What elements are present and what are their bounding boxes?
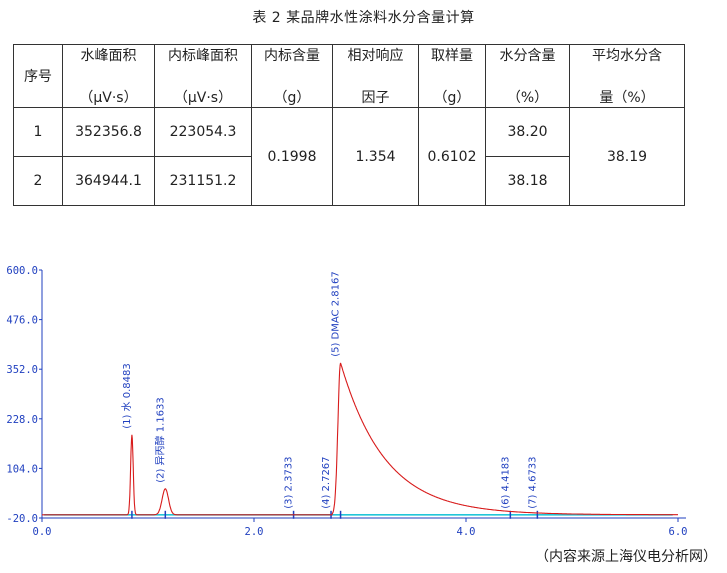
chromatogram-trace	[42, 362, 678, 516]
peak-label: (5) DMAC 2.8167	[331, 271, 342, 357]
chromatogram: 600.0 476.0 352.0 228.0 104.0 -20.0 0.0 2.0 4.0…	[6, 265, 688, 538]
y-tick-label: 228.0	[6, 414, 38, 426]
table-row: 2 364944.1 231151.2 38.18	[13, 156, 685, 206]
cell-water-pct: 38.18	[485, 156, 570, 206]
y-tick-label: -20.0	[6, 513, 38, 525]
x-tick-label: 4.0	[457, 526, 476, 538]
cell-water-area: 352356.8	[62, 107, 155, 157]
cell-no: 1	[13, 107, 63, 157]
header-water-area: 水峰面积 （μV·s）	[62, 44, 155, 108]
table-row: 1 352356.8 223054.3 0.1998 1.354 0.6102 …	[13, 107, 685, 206]
peak-label: (2) 异丙醇 1.1633	[153, 397, 166, 483]
peak-label: (7) 4.6733	[527, 456, 538, 508]
header-avg: 平均水分含 量（%）	[569, 44, 685, 108]
header-is-content: 内标含量 （g）	[251, 44, 333, 108]
cell-no: 2	[13, 156, 63, 206]
peak-label: (3) 2.3733	[284, 456, 295, 508]
cell-is-area: 223054.3	[154, 107, 252, 157]
peak-label: (4) 2.7267	[321, 456, 332, 508]
cell-is-area: 231151.2	[154, 156, 252, 206]
x-tick-label: 6.0	[669, 526, 688, 538]
y-tick-label: 600.0	[6, 265, 38, 277]
water-content-table: 序号 水峰面积 （μV·s） 内标峰面积 （μV·s） 内标含量 （g） 相对响应 因子…	[13, 44, 685, 206]
peak-label: (6) 4.4183	[500, 456, 511, 508]
y-tick-label: 352.0	[6, 364, 38, 376]
header-sample: 取样量 （g）	[418, 44, 486, 108]
cell-sample: 0.6102	[418, 107, 486, 206]
header-rrf: 相对响应 因子	[332, 44, 419, 108]
cell-avg: 38.19	[569, 107, 685, 206]
y-tick-label: 104.0	[6, 463, 38, 475]
source-note: （内容来源上海仪电分析网）	[535, 549, 717, 565]
cell-is-content: 0.1998	[251, 107, 333, 206]
table-caption: 表 2 某品牌水性涂料水分含量计算	[252, 10, 475, 26]
header-no: 序号	[13, 44, 63, 108]
x-tick-label: 2.0	[245, 526, 264, 538]
peak-label: (1) 水 0.8483	[121, 363, 133, 429]
cell-water-pct: 38.20	[485, 107, 570, 157]
x-tick-label: 0.0	[33, 526, 52, 538]
header-is-area: 内标峰面积 （μV·s）	[154, 44, 252, 108]
y-tick-label: 476.0	[6, 315, 38, 327]
header-water-pct: 水分含量 （%）	[485, 44, 570, 108]
cell-water-area: 364944.1	[62, 156, 155, 206]
cell-rrf: 1.354	[332, 107, 419, 206]
